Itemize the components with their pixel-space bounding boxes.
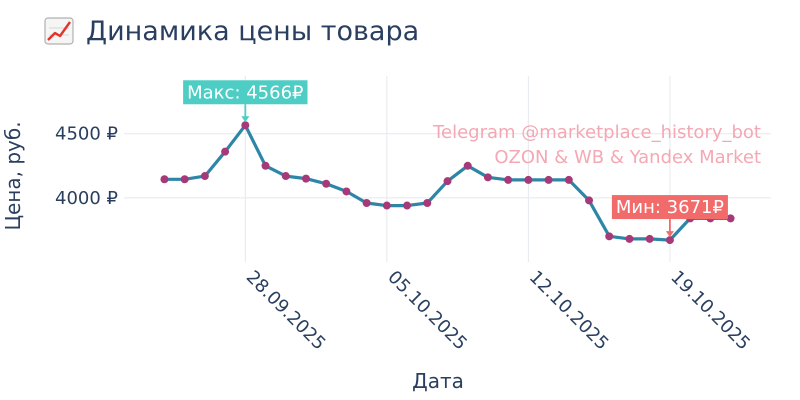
y-tick-label: 4500 ₽ [55,124,118,145]
data-point [180,175,189,184]
watermark-line-2: OZON & WB & Yandex Market [494,147,761,168]
x-tick-label: 12.10.2025 [525,267,613,355]
annotation-arrowhead [665,231,674,238]
data-point [403,201,412,210]
chart-title-text: Динамика цены товара [86,16,419,47]
data-point [564,175,573,184]
chart-title: Динамика цены товара [44,16,419,47]
data-point [382,201,391,210]
data-point [301,174,310,183]
x-tick-label: 05.10.2025 [383,267,471,355]
data-point [322,179,331,188]
data-point [443,177,452,186]
annotation: Мин: 3671₽ [611,195,728,238]
chart-increasing-icon [44,17,74,45]
data-point [261,161,270,170]
price-series [160,121,735,245]
x-axis-ticks: 28.09.2025 05.10.2025 12.10.2025 19.10.2025 [242,267,754,355]
annotation: Макс: 4566₽ [183,80,308,123]
data-point [463,161,472,170]
y-axis-ticks: 4000 ₽ 4500 ₽ [55,124,118,209]
annotation-text: Мин: 3671₽ [616,197,724,218]
data-point [605,232,614,241]
data-point [483,173,492,182]
annotation-box [611,195,728,220]
data-point [423,198,432,207]
annotation-arrowhead [241,116,250,123]
annotations: Макс: 4566₽ Мин: 3671₽ [183,80,728,238]
y-tick-label: 4000 ₽ [55,188,118,209]
data-point [625,234,634,243]
data-point [342,187,351,196]
data-point [362,198,371,207]
data-point [665,236,674,245]
annotation-text: Макс: 4566₽ [187,82,303,103]
data-point [200,172,209,181]
x-tick-label: 28.09.2025 [242,267,330,355]
data-point [544,175,553,184]
data-point [241,121,250,130]
data-point [221,147,230,156]
data-point [585,196,594,205]
watermark-line-1: Telegram @marketplace_history_bot [432,122,761,143]
data-point [726,214,735,223]
x-axis-title: Дата [412,369,464,393]
data-point [524,175,533,184]
x-tick-label: 19.10.2025 [666,267,754,355]
data-point [160,175,169,184]
annotation-box [183,80,308,105]
watermark: Telegram @marketplace_history_bot OZON &… [432,122,761,168]
data-point [281,172,290,181]
data-point [645,234,654,243]
y-axis-title: Цена, руб. [1,121,25,230]
data-point [504,175,513,184]
